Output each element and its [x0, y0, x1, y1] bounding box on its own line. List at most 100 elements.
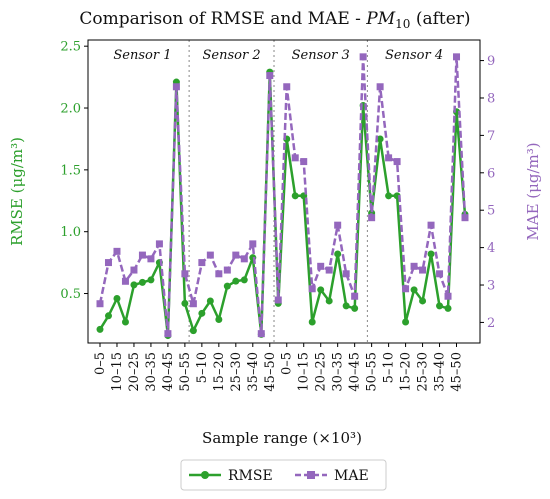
- data-point-mae: [181, 270, 189, 278]
- data-point-mae: [249, 240, 257, 248]
- x-tick-label: 5–10: [382, 352, 397, 383]
- data-point-rmse: [198, 309, 206, 317]
- data-point-mae: [138, 251, 146, 259]
- x-tick-label: 15–20: [399, 352, 414, 392]
- legend-mae-label: MAE: [334, 468, 369, 484]
- data-point-mae: [385, 154, 393, 162]
- data-point-mae: [266, 72, 274, 80]
- y-axis-left-label: RMSE (μg/m³): [8, 137, 26, 246]
- x-tick-label: 35–40: [433, 352, 448, 392]
- data-point-mae: [453, 53, 461, 61]
- data-point-rmse: [240, 276, 248, 284]
- y-right-tick-label: 3: [487, 279, 495, 294]
- data-point-mae: [130, 266, 138, 274]
- plot-area: Sensor 1 Sensor 2 Sensor 3 Sensor 4 0.5 1.0 1.…: [60, 39, 495, 392]
- x-tick-label: 30–35: [331, 352, 346, 392]
- x-tick-label: 45–50: [263, 352, 278, 392]
- x-tick-label: 25–30: [229, 352, 244, 392]
- data-point-mae: [308, 285, 316, 293]
- chart-title: Comparison of RMSE and MAE - PM10 (after…: [79, 9, 470, 31]
- data-point-rmse: [223, 282, 231, 290]
- data-point-mae: [419, 266, 427, 274]
- data-point-rmse: [308, 318, 316, 326]
- data-point-mae: [164, 330, 172, 338]
- y-right-tick-label: 4: [487, 241, 495, 256]
- data-point-rmse: [215, 316, 223, 324]
- data-point-mae: [334, 221, 342, 229]
- section-label: Sensor 3: [292, 48, 350, 63]
- series-line-mae: [98, 55, 467, 335]
- legend-frame: [180, 459, 387, 491]
- data-point-mae: [291, 154, 299, 162]
- data-point-rmse: [291, 192, 299, 200]
- x-tick-label: 5–10: [195, 352, 210, 383]
- data-point-mae: [402, 285, 410, 293]
- y-right-tick-label: 8: [487, 91, 495, 106]
- data-point-mae: [172, 83, 180, 91]
- plot-frame: [87, 39, 481, 344]
- y-axis-right-label: MAE (μg/m³): [524, 142, 542, 240]
- x-tick-label: 10–15: [297, 352, 312, 392]
- data-point-mae: [283, 83, 291, 91]
- data-point-mae: [300, 158, 308, 166]
- data-point-rmse: [138, 278, 146, 286]
- data-point-mae: [232, 251, 240, 259]
- data-point-rmse: [104, 312, 112, 320]
- data-point-mae: [376, 83, 384, 91]
- x-tick-label: 20–25: [314, 352, 329, 392]
- data-point-mae: [121, 277, 129, 285]
- x-tick-label: 45–50: [450, 352, 465, 392]
- y-left-tick-label: 2.5: [60, 40, 81, 55]
- data-point-rmse: [402, 318, 410, 326]
- data-point-mae: [359, 53, 367, 61]
- data-point-rmse: [96, 325, 104, 333]
- data-point-mae: [198, 259, 206, 267]
- data-point-rmse: [436, 302, 444, 310]
- data-point-mae: [410, 262, 418, 270]
- y-left-tick-label: 2.0: [60, 102, 81, 117]
- data-point-rmse: [181, 299, 189, 307]
- data-point-mae: [274, 296, 282, 304]
- data-point-rmse: [147, 276, 155, 284]
- data-point-mae: [206, 251, 214, 259]
- x-tick-label: 40–45: [161, 352, 176, 392]
- y-right-tick-label: 2: [487, 316, 495, 331]
- data-point-rmse: [427, 250, 435, 258]
- data-point-mae: [351, 292, 359, 300]
- data-point-rmse: [351, 304, 359, 312]
- legend: RMSE MAE: [180, 459, 387, 491]
- data-point-mae: [189, 300, 197, 308]
- x-tick-label: 15–20: [212, 352, 227, 392]
- data-point-mae: [147, 255, 155, 263]
- data-point-rmse: [334, 250, 342, 258]
- data-point-mae: [427, 221, 435, 229]
- data-point-rmse: [325, 297, 333, 305]
- x-axis-label: Sample range (×10³): [202, 429, 362, 447]
- data-point-mae: [436, 270, 444, 278]
- data-point-rmse: [444, 304, 452, 312]
- data-point-rmse: [189, 327, 197, 335]
- data-point-rmse: [232, 277, 240, 285]
- x-tick-label: 30–35: [144, 352, 159, 392]
- x-tick-label: 40–45: [348, 352, 363, 392]
- section-label: Sensor 1: [113, 48, 171, 63]
- y-left-tick-label: 0.5: [60, 287, 81, 302]
- data-point-mae: [257, 330, 265, 338]
- y-right-tick-label: 6: [487, 166, 495, 181]
- data-point-mae: [393, 158, 401, 166]
- data-point-rmse: [113, 294, 121, 302]
- data-point-mae: [342, 270, 350, 278]
- y-left-tick-label: 1.0: [60, 225, 81, 240]
- y-right-tick-label: 5: [487, 204, 495, 219]
- data-point-rmse: [376, 135, 384, 143]
- data-point-mae: [113, 247, 121, 255]
- data-point-mae: [215, 270, 223, 278]
- data-point-mae: [223, 266, 231, 274]
- x-tick-label: 20–25: [127, 352, 142, 392]
- data-point-mae: [240, 255, 248, 263]
- data-point-mae: [155, 240, 163, 248]
- x-tick-label: 25–30: [416, 352, 431, 392]
- legend-rmse-label: RMSE: [228, 468, 273, 484]
- y-right-tick-label: 7: [487, 129, 495, 144]
